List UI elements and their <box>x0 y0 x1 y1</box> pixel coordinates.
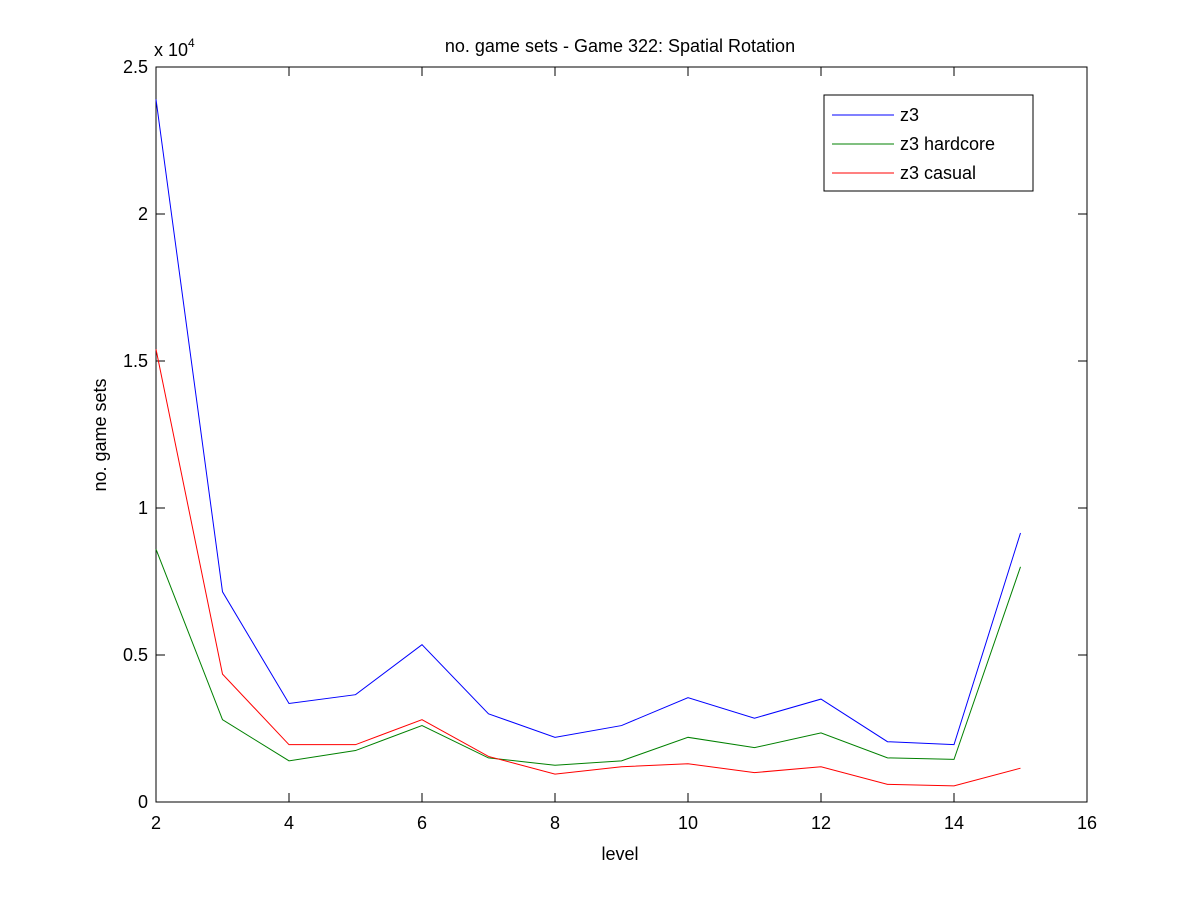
y-tick-label: 2.5 <box>123 57 148 77</box>
chart-title: no. game sets - Game 322: Spatial Rotati… <box>445 36 795 56</box>
legend-entry-label: z3 <box>900 105 919 125</box>
plot-area: 2 4 6 8 10 12 14 16 0 0.5 1 1.5 2 2.5 <box>123 57 1097 833</box>
y-axis-multiplier-exponent: 4 <box>188 36 195 50</box>
legend-entry-label: z3 casual <box>900 163 976 183</box>
x-tick-label: 16 <box>1077 813 1097 833</box>
legend-box <box>823 94 1034 192</box>
x-tick-label: 8 <box>550 813 560 833</box>
x-tick-label: 4 <box>284 813 294 833</box>
y-axis-label: no. game sets <box>90 378 110 491</box>
y-tick-label: 0 <box>138 792 148 812</box>
y-tick-label: 0.5 <box>123 645 148 665</box>
x-tick-label: 10 <box>678 813 698 833</box>
y-tick-label: 1 <box>138 498 148 518</box>
series-line-z3-casual <box>155 349 1021 787</box>
x-tick-label: 6 <box>417 813 427 833</box>
series-line-z3-hardcore <box>155 548 1021 766</box>
y-axis-multiplier: x 104 <box>154 36 195 60</box>
y-axis-multiplier-base: x 10 <box>154 40 188 60</box>
y-tick-label: 2 <box>138 204 148 224</box>
y-tick-label: 1.5 <box>123 351 148 371</box>
axes-box <box>155 66 1088 803</box>
x-tick-label: 14 <box>944 813 964 833</box>
x-axis-label: level <box>601 844 638 864</box>
x-tick-label: 12 <box>811 813 831 833</box>
series-line-z3 <box>155 99 1021 746</box>
x-tick-label: 2 <box>151 813 161 833</box>
legend: z3 z3 hardcore z3 casual <box>823 94 1034 192</box>
legend-entry-label: z3 hardcore <box>900 134 995 154</box>
